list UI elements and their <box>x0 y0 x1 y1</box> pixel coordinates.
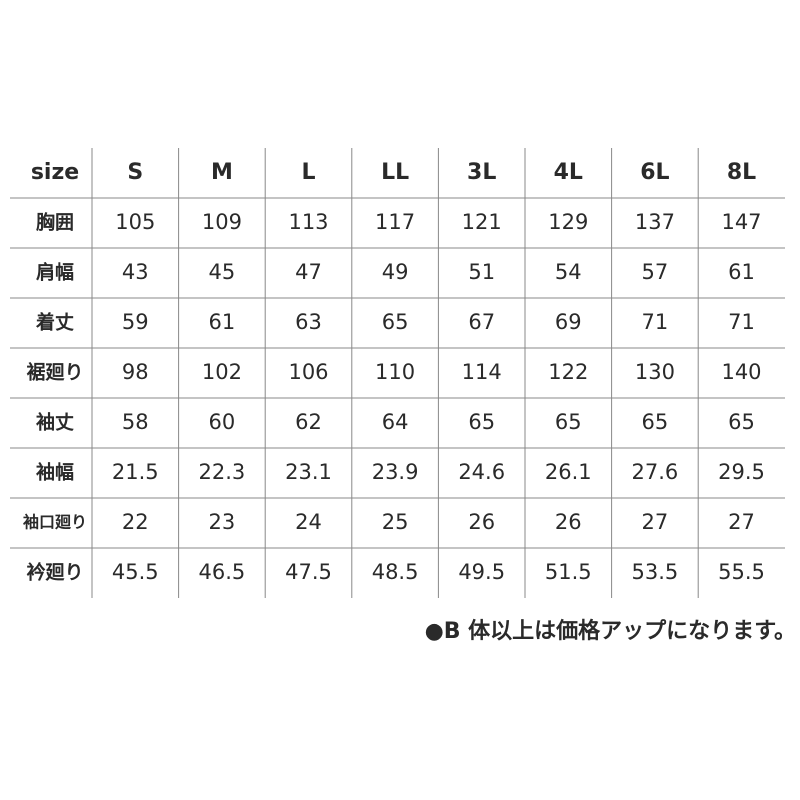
cell: 45.5 <box>112 560 159 584</box>
row-label: 衿廻り <box>26 561 83 584</box>
cell: 130 <box>635 360 675 384</box>
note: ●B 体以上は価格アップになります。 <box>425 618 796 644</box>
cell: 51.5 <box>545 560 592 584</box>
cell: 51 <box>468 260 495 284</box>
header-cell: 3L <box>467 160 496 185</box>
cell: 65 <box>555 410 582 434</box>
row-label: 肩幅 <box>36 261 74 284</box>
cell: 65 <box>382 310 409 334</box>
header-cell: 6L <box>640 160 669 185</box>
cell: 129 <box>548 210 588 234</box>
cell: 47.5 <box>285 560 332 584</box>
cell: 105 <box>115 210 155 234</box>
cell: 69 <box>555 310 582 334</box>
cell: 49.5 <box>458 560 505 584</box>
cell: 137 <box>635 210 675 234</box>
cell: 26.1 <box>545 460 592 484</box>
cell: 26 <box>555 510 582 534</box>
cell: 58 <box>122 410 149 434</box>
cell: 106 <box>288 360 328 384</box>
cell: 60 <box>209 410 236 434</box>
cell: 109 <box>202 210 242 234</box>
cell: 114 <box>462 360 502 384</box>
cell: 110 <box>375 360 415 384</box>
row-label: 裾廻り <box>26 361 83 384</box>
cell: 65 <box>728 410 755 434</box>
cell: 67 <box>468 310 495 334</box>
cell: 26 <box>468 510 495 534</box>
cell: 24.6 <box>458 460 505 484</box>
cell: 27 <box>642 510 669 534</box>
cell: 55.5 <box>718 560 765 584</box>
cell: 47 <box>295 260 322 284</box>
cell: 21.5 <box>112 460 159 484</box>
cell: 117 <box>375 210 415 234</box>
cell: 59 <box>122 310 149 334</box>
cell: 23 <box>209 510 236 534</box>
cell: 65 <box>468 410 495 434</box>
header-cell: 4L <box>554 160 583 185</box>
cell: 54 <box>555 260 582 284</box>
cell: 121 <box>462 210 502 234</box>
cell: 61 <box>728 260 755 284</box>
cell: 22 <box>122 510 149 534</box>
cell: 23.1 <box>285 460 332 484</box>
cell: 98 <box>122 360 149 384</box>
cell: 140 <box>721 360 761 384</box>
cell: 63 <box>295 310 322 334</box>
header-cell: LL <box>381 160 409 185</box>
cell: 71 <box>728 310 755 334</box>
cell: 49 <box>382 260 409 284</box>
row-label: 着丈 <box>36 311 74 334</box>
cell: 25 <box>382 510 409 534</box>
cell: 45 <box>209 260 236 284</box>
cell: 113 <box>288 210 328 234</box>
cell: 43 <box>122 260 149 284</box>
cell: 53.5 <box>632 560 679 584</box>
row-label: 袖丈 <box>36 411 74 434</box>
header-cell: S <box>127 160 143 185</box>
cell: 46.5 <box>199 560 246 584</box>
cell: 22.3 <box>199 460 246 484</box>
cell: 102 <box>202 360 242 384</box>
header-cell: M <box>211 160 233 185</box>
cell: 27 <box>728 510 755 534</box>
cell: 27.6 <box>632 460 679 484</box>
header-cell: 8L <box>727 160 756 185</box>
cell: 71 <box>642 310 669 334</box>
header-cell: size <box>31 160 79 185</box>
cell: 57 <box>642 260 669 284</box>
row-label: 胸囲 <box>36 211 74 234</box>
cell: 122 <box>548 360 588 384</box>
cell: 61 <box>209 310 236 334</box>
cell: 23.9 <box>372 460 419 484</box>
row-label: 袖口廻り <box>23 513 87 532</box>
header-cell: L <box>301 160 315 185</box>
cell: 48.5 <box>372 560 419 584</box>
cell: 29.5 <box>718 460 765 484</box>
cell: 65 <box>642 410 669 434</box>
cell: 62 <box>295 410 322 434</box>
cell: 147 <box>721 210 761 234</box>
cell: 24 <box>295 510 322 534</box>
row-label: 袖幅 <box>36 461 74 484</box>
cell: 64 <box>382 410 409 434</box>
